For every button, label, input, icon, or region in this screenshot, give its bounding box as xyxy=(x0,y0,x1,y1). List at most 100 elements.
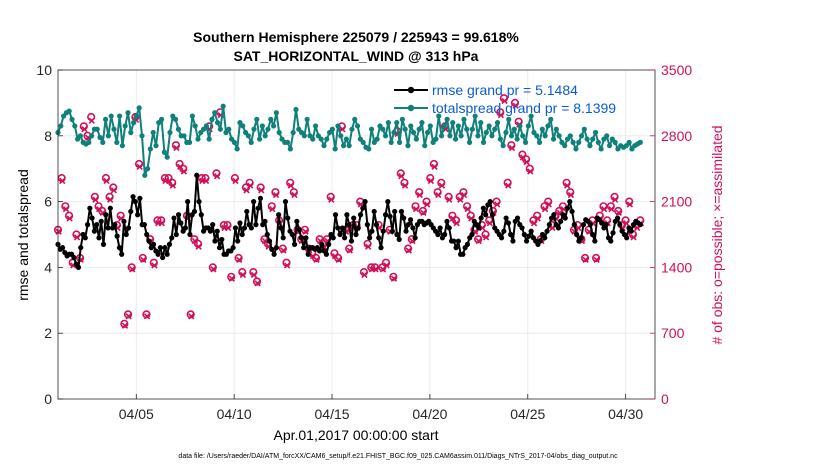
totalspread-point xyxy=(346,143,352,149)
rmse-point xyxy=(567,199,573,205)
rmse-point xyxy=(75,264,82,270)
totalspread-point xyxy=(251,126,257,132)
rmse-point xyxy=(355,225,361,231)
rmse-point xyxy=(546,222,552,228)
totalspread-point xyxy=(534,133,540,139)
rmse-point xyxy=(280,235,286,241)
rmse-point xyxy=(489,212,496,218)
rmse-point xyxy=(239,231,245,238)
totalspread-point xyxy=(492,126,498,132)
totalspread-point xyxy=(119,143,125,149)
obs-assimilated-point xyxy=(92,196,99,203)
obs-assimilated-point xyxy=(475,237,482,245)
rmse-point xyxy=(562,215,568,221)
totalspread-point xyxy=(136,105,142,111)
rmse-point xyxy=(564,205,571,211)
rmse-point xyxy=(198,212,204,218)
totalspread-point xyxy=(483,129,489,136)
rmse-point xyxy=(478,215,484,221)
chart-subtitle: SAT_HORIZONTAL_WIND @ 313 hPa xyxy=(234,48,479,64)
obs-assimilated-point xyxy=(398,173,405,180)
totalspread-point xyxy=(394,120,400,126)
totalspread-point xyxy=(259,123,265,129)
y2-tick-label: 0 xyxy=(661,391,669,407)
y2-tick-label: 700 xyxy=(661,325,685,341)
totalspread-point xyxy=(478,120,484,126)
rmse-point xyxy=(84,222,91,228)
totalspread-point xyxy=(441,123,447,129)
totalspread-point xyxy=(203,123,209,129)
totalspread-point xyxy=(573,146,579,152)
rmse-point xyxy=(276,212,282,218)
totalspread-point xyxy=(248,139,254,145)
totalspread-point xyxy=(548,116,554,122)
obs-assimilated-point xyxy=(372,266,379,273)
rmse-point xyxy=(592,238,598,244)
totalspread-point xyxy=(500,143,506,149)
totalspread-point xyxy=(284,139,291,145)
totalspread-point xyxy=(318,136,324,142)
totalspread-point xyxy=(368,126,375,132)
rmse-point xyxy=(437,225,443,231)
rmse-point xyxy=(303,235,309,241)
rmse-point xyxy=(537,238,543,244)
obs-assimilated-point xyxy=(313,256,320,264)
rmse-point xyxy=(169,235,175,241)
obs-assimilated-point xyxy=(158,220,165,227)
rmse-point xyxy=(235,238,241,244)
rmse-point xyxy=(121,218,127,224)
rmse-point xyxy=(278,225,284,231)
rmse-point xyxy=(544,228,550,234)
totalspread-point xyxy=(133,113,139,119)
totalspread-point xyxy=(366,146,372,152)
obs-assimilated-point xyxy=(608,205,615,213)
totalspread-point xyxy=(329,126,335,132)
rmse-point xyxy=(351,215,357,221)
rmse-point xyxy=(212,238,218,244)
totalspread-point xyxy=(570,139,576,145)
obs-assimilated-point xyxy=(412,205,420,213)
obs-assimilated-point xyxy=(213,173,221,180)
y2-tick-label: 2800 xyxy=(661,128,692,144)
totalspread-point xyxy=(550,136,557,142)
totalspread-point xyxy=(195,136,201,142)
rmse-point xyxy=(357,212,364,218)
totalspread-point xyxy=(206,136,212,142)
rmse-point xyxy=(128,208,134,215)
totalspread-point xyxy=(422,143,428,149)
obs-assimilated-point xyxy=(383,262,390,269)
rmse-point xyxy=(100,241,107,247)
totalspread-point xyxy=(542,133,548,139)
totalspread-point xyxy=(181,133,187,139)
obs-assimilated-point xyxy=(527,168,534,175)
totalspread-point xyxy=(380,126,386,132)
rmse-point xyxy=(96,235,102,241)
totalspread-point xyxy=(466,139,473,145)
totalspread-point xyxy=(539,126,545,132)
rmse-point xyxy=(298,235,304,241)
totalspread-point xyxy=(268,116,274,122)
obs-assimilated-point xyxy=(567,191,575,199)
totalspread-point xyxy=(472,113,478,119)
rmse-point xyxy=(171,215,177,221)
totalspread-point xyxy=(545,123,551,129)
totalspread-point xyxy=(399,116,405,122)
rmse-point xyxy=(387,213,393,220)
obs-assimilated-point xyxy=(328,196,335,203)
obs-assimilated-point xyxy=(482,234,490,241)
totalspread-point xyxy=(416,126,422,132)
totalspread-point xyxy=(469,126,475,132)
rmse-point xyxy=(230,245,236,251)
totalspread-point xyxy=(590,136,596,142)
totalspread-point xyxy=(77,133,83,139)
totalspread-point xyxy=(144,166,151,172)
totalspread-point xyxy=(556,133,562,139)
totalspread-point xyxy=(108,113,114,119)
totalspread-point xyxy=(354,123,361,129)
obs-assimilated-point xyxy=(460,191,468,199)
rmse-point xyxy=(551,212,557,218)
rmse-point xyxy=(344,212,350,218)
obs-assimilated-point xyxy=(239,271,247,279)
rmse-point xyxy=(510,238,516,244)
totalspread-point xyxy=(405,143,411,149)
